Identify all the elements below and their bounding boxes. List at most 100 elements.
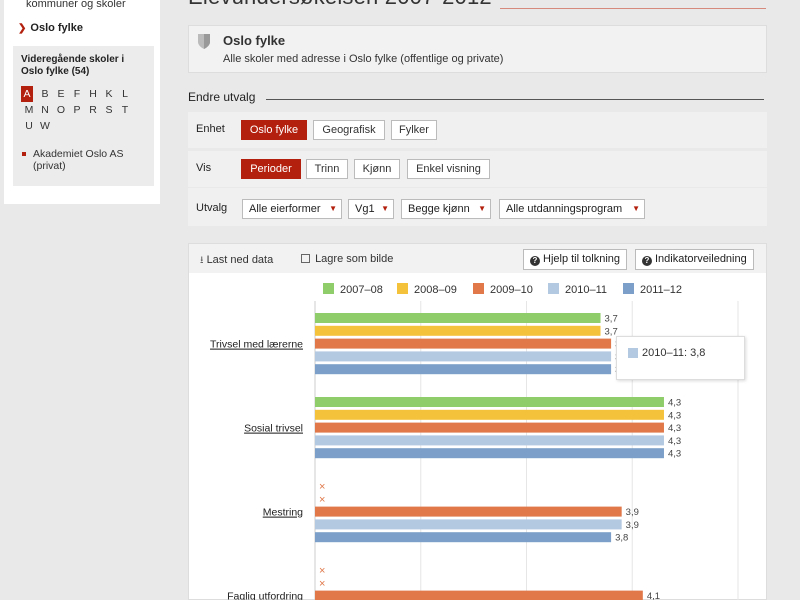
chevron-down-icon: ▼ bbox=[381, 204, 389, 213]
letter-filter-n[interactable]: N bbox=[41, 104, 49, 116]
filter-row-utvalg: Utvalg Alle eierformer ▼ Vg1 ▼ Begge kjønn… bbox=[188, 188, 767, 226]
indicator-guide-button[interactable]: ? Indikatorveiledning bbox=[635, 249, 754, 270]
chart-toolbar: ⭳ Last ned data Lagre som bilde ? Hjelp t… bbox=[189, 244, 766, 273]
letter-filter-u[interactable]: U bbox=[25, 120, 33, 132]
bar bbox=[315, 338, 612, 349]
data-label: 4,3 bbox=[668, 398, 681, 409]
select-trinn[interactable]: Vg1 ▼ bbox=[348, 199, 394, 219]
legend-item-2007[interactable]: 2007–08 bbox=[323, 283, 383, 296]
category-label[interactable]: Trivsel med lærerne bbox=[210, 339, 303, 351]
category-label[interactable]: Sosial trivsel bbox=[244, 423, 303, 435]
bar bbox=[315, 409, 664, 420]
letter-filter-r[interactable]: R bbox=[89, 104, 97, 116]
legend-label: 2009–10 bbox=[490, 284, 533, 296]
letter-filter-e[interactable]: E bbox=[57, 88, 65, 100]
legend-swatch bbox=[623, 283, 634, 294]
filter-label-enhet: Enhet bbox=[196, 123, 225, 135]
vis-option-enkel-visning[interactable]: Enkel visning bbox=[407, 159, 490, 179]
school-list-title: Videregående skoler i Oslo fylke (54) bbox=[21, 54, 125, 77]
download-icon: ⭳ bbox=[200, 255, 204, 266]
filter-divider bbox=[266, 99, 764, 100]
enhet-option-geografisk[interactable]: Geografisk bbox=[313, 120, 385, 140]
legend-item-2010[interactable]: 2010–11 bbox=[548, 283, 607, 296]
legend-swatch bbox=[397, 283, 408, 294]
select-kjonn-value: Begge kjønn bbox=[408, 203, 470, 215]
bar bbox=[315, 351, 612, 362]
letter-filter-f[interactable]: F bbox=[73, 88, 81, 100]
bar bbox=[315, 448, 664, 459]
bar bbox=[315, 364, 612, 375]
page-title: Elevundersøkelsen 2007-2012 bbox=[188, 0, 492, 10]
chart-tooltip: 2010–11: 3,8 bbox=[616, 336, 745, 380]
legend-label: 2011–12 bbox=[640, 284, 683, 296]
question-icon: ? bbox=[530, 256, 540, 266]
letter-filter-b[interactable]: B bbox=[41, 88, 49, 100]
vis-option-kjonn[interactable]: Kjønn bbox=[354, 159, 400, 179]
filter-label-utvalg: Utvalg bbox=[196, 202, 228, 214]
legend-swatch bbox=[548, 283, 559, 294]
bar bbox=[315, 506, 622, 517]
letter-filter-m[interactable]: M bbox=[24, 104, 34, 116]
help-interpret-button[interactable]: ? Hjelp til tolkning bbox=[523, 249, 628, 270]
vis-option-trinn[interactable]: Trinn bbox=[306, 159, 348, 179]
category-label[interactable]: Mestring bbox=[263, 507, 303, 519]
save-image-label: Lagre som bilde bbox=[315, 253, 394, 265]
vis-option-perioder[interactable]: Perioder bbox=[241, 159, 301, 179]
data-label: 3,7 bbox=[605, 326, 618, 337]
tooltip-text: 2010–11: 3,8 bbox=[642, 347, 706, 359]
legend-item-2009[interactable]: 2009–10 bbox=[473, 283, 533, 296]
data-label: 4,3 bbox=[668, 436, 681, 447]
category-label[interactable]: Faglig utfordring bbox=[227, 591, 303, 600]
letter-filter-l[interactable]: L bbox=[122, 88, 128, 100]
data-label: 4,1 bbox=[647, 591, 660, 600]
data-label: 3,9 bbox=[626, 520, 639, 531]
legend-label: 2007–08 bbox=[340, 284, 383, 296]
chart-panel: ⭳ Last ned data Lagre som bilde ? Hjelp t… bbox=[188, 243, 767, 600]
download-data-link[interactable]: ⭳ Last ned data bbox=[200, 253, 273, 270]
select-kjonn[interactable]: Begge kjønn ▼ bbox=[401, 199, 491, 219]
chevron-down-icon: ❯ bbox=[18, 23, 27, 34]
filter-row-vis: Vis Perioder Trinn Kjønn Enkel visning bbox=[188, 151, 767, 187]
tooltip-swatch bbox=[628, 348, 638, 358]
school-link[interactable]: Akademiet Oslo AS (privat) bbox=[21, 148, 146, 172]
letter-filter-t[interactable]: T bbox=[121, 104, 129, 116]
letter-filter-s[interactable]: S bbox=[105, 104, 113, 116]
sidebar-current-label: Oslo fylke bbox=[30, 22, 83, 34]
data-label: 4,3 bbox=[668, 423, 681, 434]
sidebar-link-municipalities[interactable]: kommuner og skoler bbox=[26, 0, 126, 10]
letter-filter-a[interactable]: A bbox=[21, 86, 33, 102]
chevron-down-icon: ▼ bbox=[478, 204, 486, 213]
sidebar: kommuner og skoler ❯ Oslo fylke Videregåe… bbox=[4, 0, 160, 204]
select-utdanningsprogram-value: Alle utdanningsprogram bbox=[506, 203, 623, 215]
missing-data-marker: × bbox=[319, 481, 325, 493]
save-image-link[interactable]: Lagre som bilde bbox=[301, 253, 393, 265]
enhet-option-oslo-fylke[interactable]: Oslo fylke bbox=[241, 120, 307, 140]
sidebar-current-county[interactable]: ❯ Oslo fylke bbox=[18, 22, 83, 34]
bar bbox=[315, 435, 664, 446]
bar bbox=[315, 422, 664, 433]
enhet-option-fylker[interactable]: Fylker bbox=[391, 120, 437, 140]
indicator-guide-label: Indikatorveiledning bbox=[655, 253, 747, 265]
letter-filter-p[interactable]: P bbox=[73, 104, 81, 116]
letter-filter-o[interactable]: O bbox=[56, 104, 66, 116]
bar bbox=[315, 532, 612, 543]
select-utdanningsprogram[interactable]: Alle utdanningsprogram ▼ bbox=[499, 199, 645, 219]
shield-icon bbox=[198, 34, 210, 49]
letter-filter-k[interactable]: K bbox=[105, 88, 113, 100]
bar bbox=[315, 325, 601, 336]
legend-item-2011[interactable]: 2011–12 bbox=[623, 283, 682, 296]
legend-swatch bbox=[473, 283, 484, 294]
select-eierform[interactable]: Alle eierformer ▼ bbox=[242, 199, 342, 219]
data-label: 3,7 bbox=[605, 314, 618, 325]
letter-filter-h[interactable]: H bbox=[89, 88, 97, 100]
data-label: 3,8 bbox=[615, 533, 628, 544]
missing-data-marker: × bbox=[319, 565, 325, 577]
letter-filter-w[interactable]: W bbox=[40, 120, 50, 132]
legend-item-2008[interactable]: 2008–09 bbox=[397, 283, 457, 296]
legend-label: 2008–09 bbox=[414, 284, 457, 296]
bar bbox=[315, 519, 622, 530]
bar bbox=[315, 397, 664, 407]
